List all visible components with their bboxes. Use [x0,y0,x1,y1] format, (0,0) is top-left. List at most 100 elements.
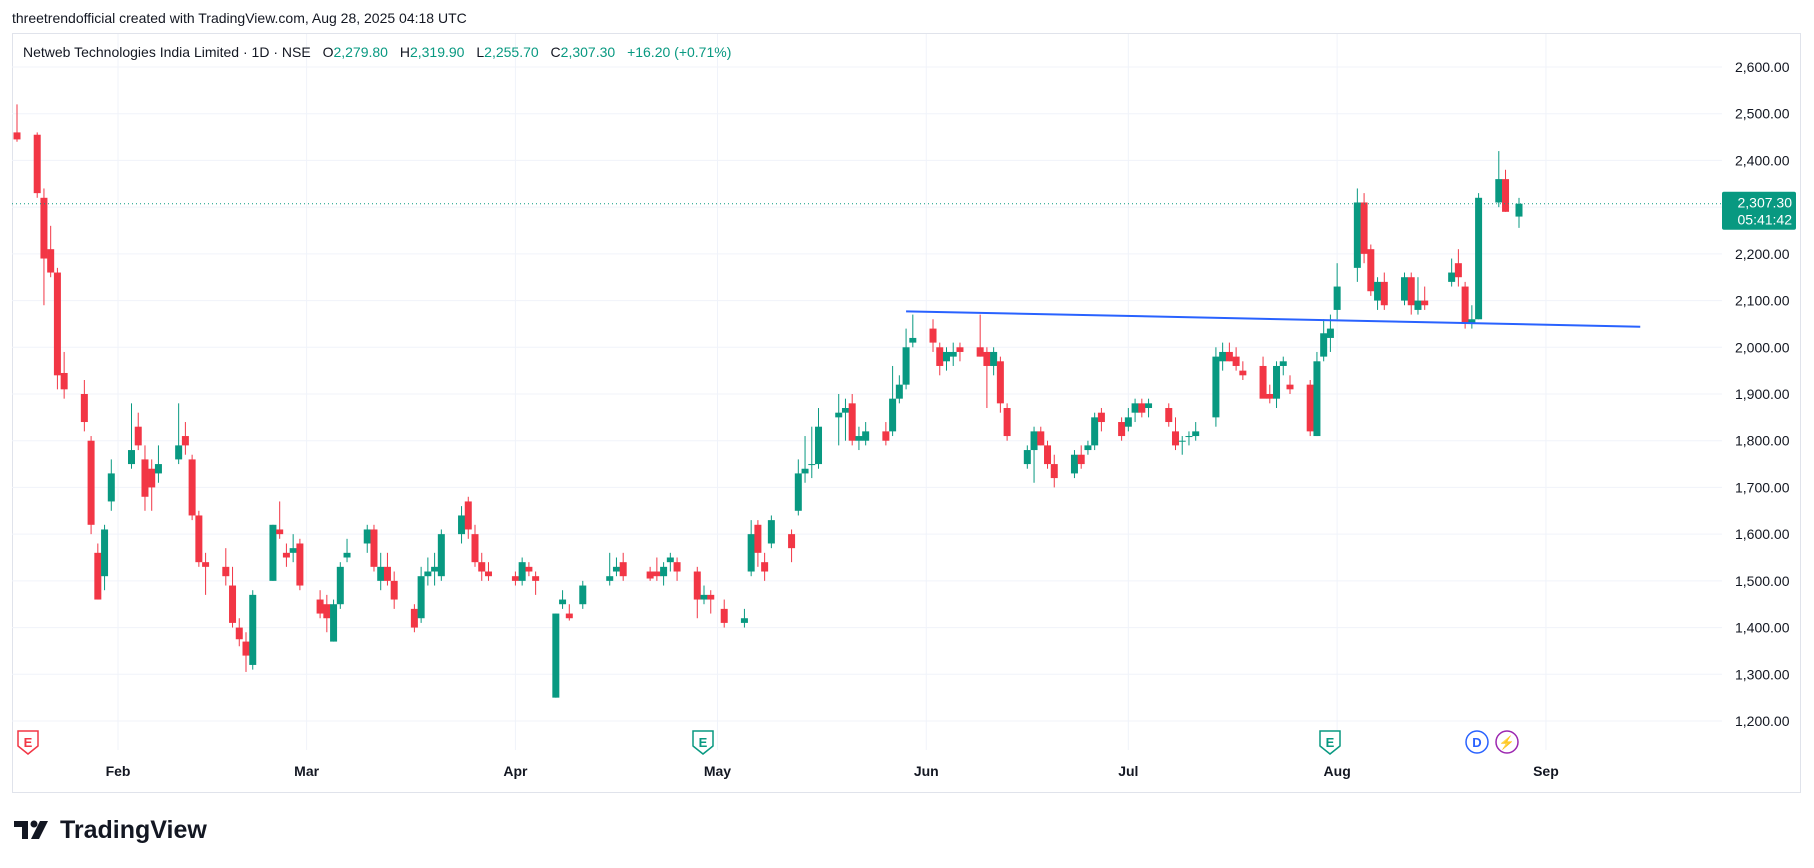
candle [1239,361,1247,380]
candle [747,520,755,577]
candle-body [1273,365,1281,399]
candle-body [909,337,917,343]
candle [1448,258,1456,287]
candle [956,342,964,362]
candle [559,590,567,609]
candle-body [188,459,196,516]
candle [383,552,391,586]
candle [1320,319,1328,362]
candle-body [1421,300,1429,306]
candle-body [134,426,142,446]
candle-body [336,566,344,605]
candle [13,104,21,142]
candle [1044,440,1052,469]
candle-body [1367,249,1375,292]
candle [1286,375,1294,394]
candle-body [1192,431,1200,437]
candle [1380,272,1388,310]
candle [195,510,203,567]
candle-body [323,604,331,619]
candle-body [619,562,627,577]
candle [700,585,708,605]
split-marker[interactable]: ⚡ [1495,730,1519,754]
candle [1030,426,1038,483]
candle-body [390,580,398,600]
candle [660,562,668,586]
candle-body [1515,203,1523,217]
candle-body [889,398,897,432]
earnings-icon [1319,730,1341,755]
y-tick-label: 2,000.00 [1735,339,1790,355]
candle [94,543,102,600]
candle [1360,193,1368,264]
candle [1400,272,1408,306]
open-key: O [322,44,334,60]
candle [410,604,418,633]
candle [882,422,890,446]
candle [229,566,237,628]
candle-body [1475,197,1483,320]
candle [181,422,189,455]
brand-wordmark: TradingView [60,815,207,844]
candle-body [478,562,486,572]
candle [202,552,210,595]
candle-body [383,566,391,581]
candle-body [1030,431,1038,451]
candle-body [1306,384,1314,432]
symbol-legend[interactable]: Netweb Technologies India Limited · 1D ·… [23,44,731,60]
candle [767,515,775,549]
candle [101,524,109,591]
candle [424,557,432,586]
tradingview-logo[interactable]: TradingView [14,816,207,844]
candle [1475,193,1483,320]
candle [1178,436,1186,455]
candle [835,394,843,446]
candle-body [181,436,189,446]
candle [1097,408,1105,432]
candle-body [1185,436,1193,438]
candle [518,557,526,586]
dividend-marker[interactable]: D [1465,730,1489,754]
candle [976,314,984,357]
candle [1165,403,1173,427]
candle-body [936,347,944,366]
chart-caption: threetrendofficial created with TradingV… [12,10,467,26]
symbol-title: Netweb Technologies India Limited · 1D ·… [23,44,311,60]
earnings-marker[interactable]: E [17,730,39,755]
candle [1037,426,1045,446]
y-tick-label: 1,900.00 [1735,386,1790,402]
candle [141,445,149,511]
candle [949,342,957,366]
candle [40,188,48,306]
chart-frame[interactable] [12,33,1801,793]
candle-body [1232,356,1240,366]
candle [808,426,816,479]
close-value: 2,307.30 [560,44,616,60]
candle [1279,356,1287,376]
candle-body [532,576,540,581]
candle-body [1468,319,1476,324]
candle [134,412,142,451]
candle [1124,408,1132,432]
candle [242,632,250,672]
earnings-marker[interactable]: E [692,730,714,755]
candle [619,552,627,581]
candle-body [47,249,55,273]
candle [323,594,331,633]
candle [1212,347,1220,427]
candle-body [1380,281,1388,306]
candle [1259,356,1267,399]
candle-body [1084,445,1092,451]
candle-body [1448,272,1456,282]
y-tick-label: 1,800.00 [1735,433,1790,449]
candle [1219,342,1227,371]
candle [53,267,61,390]
candle-body [552,613,560,698]
candle [47,225,55,278]
candle-body [94,552,102,600]
candle-body [855,436,863,441]
earnings-marker[interactable]: E [1319,730,1341,755]
candle-body [1333,286,1341,310]
candle [316,590,324,619]
